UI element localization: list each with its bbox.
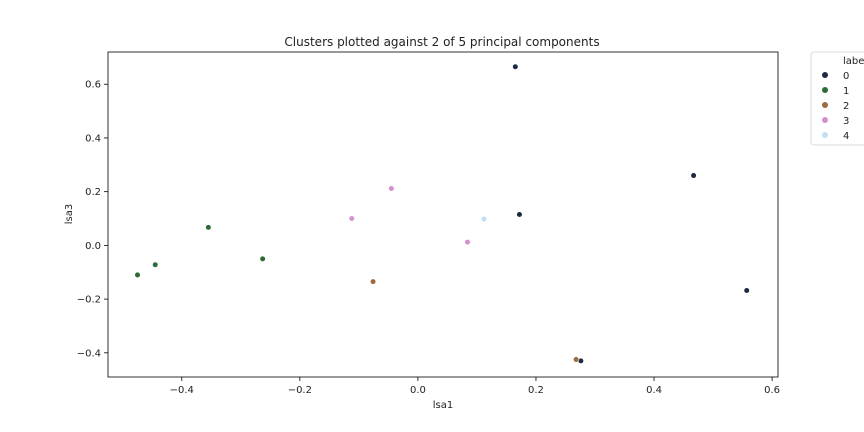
y-axis: −0.4 −0.2 0.0 0.2 0.4 0.6 bbox=[77, 80, 108, 359]
y-tick-label: 0.0 bbox=[85, 241, 101, 252]
x-tick-label: 0.6 bbox=[764, 385, 780, 396]
y-axis-label: lsa3 bbox=[64, 204, 75, 224]
legend-title: label bbox=[843, 56, 864, 67]
x-axis: −0.4 −0.2 0.0 0.2 0.4 0.6 bbox=[170, 377, 780, 396]
y-tick-label: 0.6 bbox=[85, 80, 101, 91]
legend-marker-0 bbox=[822, 72, 828, 78]
data-points bbox=[134, 63, 750, 364]
legend-marker-2 bbox=[822, 102, 828, 108]
data-point-series-2 bbox=[369, 278, 377, 285]
y-tick-label: 0.4 bbox=[85, 133, 101, 144]
data-point-series-4 bbox=[480, 215, 488, 223]
data-point-series-2 bbox=[573, 356, 580, 363]
data-point-series-0 bbox=[516, 211, 523, 218]
x-tick-label: 0.2 bbox=[528, 385, 544, 396]
legend-label-0: 0 bbox=[843, 71, 849, 82]
legend-marker-3 bbox=[822, 117, 828, 123]
legend-label-1: 1 bbox=[843, 86, 849, 97]
y-tick-label: −0.4 bbox=[77, 348, 101, 359]
x-tick-label: −0.2 bbox=[288, 385, 312, 396]
data-point-series-0 bbox=[743, 287, 750, 294]
data-point-series-3 bbox=[348, 215, 355, 222]
legend-label-2: 2 bbox=[843, 101, 849, 112]
chart-title: Clusters plotted against 2 of 5 principa… bbox=[284, 35, 599, 49]
y-tick-label: 0.2 bbox=[85, 187, 101, 198]
x-axis-label: lsa1 bbox=[433, 400, 453, 411]
x-tick-label: 0.0 bbox=[410, 385, 426, 396]
data-point-series-3 bbox=[464, 239, 471, 246]
legend-marker-4 bbox=[822, 132, 828, 138]
legend-label-3: 3 bbox=[843, 116, 849, 127]
x-tick-label: −0.4 bbox=[170, 385, 194, 396]
y-tick-label: −0.2 bbox=[77, 295, 101, 306]
data-point-series-1 bbox=[259, 255, 266, 262]
legend-items: 0 1 2 3 4 bbox=[822, 71, 849, 142]
legend-label-4: 4 bbox=[843, 131, 849, 142]
data-point-series-1 bbox=[134, 271, 141, 279]
legend: label 0 1 2 3 4 bbox=[810, 51, 864, 146]
data-point-series-1 bbox=[205, 224, 212, 231]
x-tick-label: 0.4 bbox=[646, 385, 662, 396]
plot-frame bbox=[107, 51, 779, 378]
data-point-series-3 bbox=[388, 185, 395, 192]
data-point-series-0 bbox=[512, 63, 519, 70]
legend-marker-1 bbox=[822, 87, 828, 93]
data-point-series-1 bbox=[152, 261, 159, 268]
data-point-series-0 bbox=[690, 172, 697, 179]
